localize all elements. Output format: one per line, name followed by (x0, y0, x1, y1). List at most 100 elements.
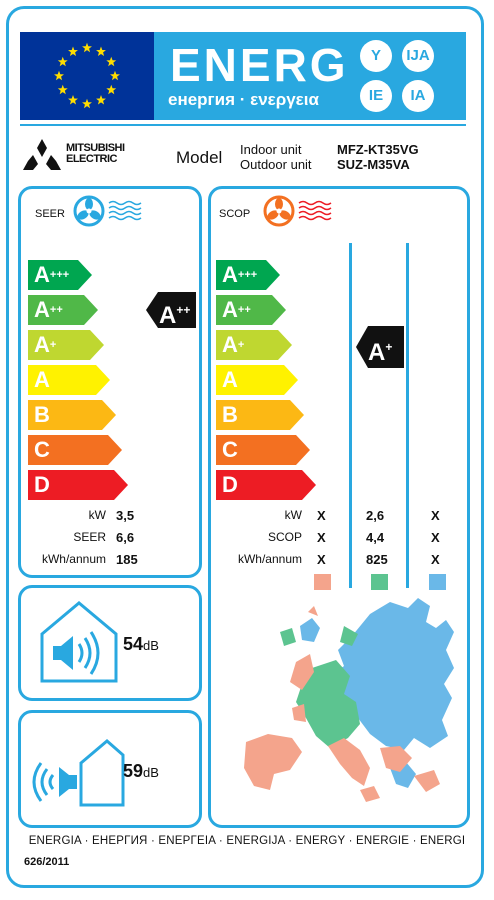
outdoor-unit-value: SUZ-M35VA (337, 157, 410, 172)
seer-class-plus: +++ (49, 269, 70, 281)
scop-kwh-cold: X (317, 552, 326, 567)
heating-panel: SCOP (208, 186, 470, 828)
indoor-noise-panel: 54dB (18, 585, 202, 701)
seer-class-label: A (34, 367, 50, 393)
scop-scop-cold: X (317, 530, 326, 545)
seer-rating-base: A (159, 302, 177, 329)
seer-class-label: A+++ (34, 262, 69, 288)
eu-star (96, 95, 106, 105)
seer-class-label: A+ (34, 332, 56, 358)
eu-star (106, 56, 117, 67)
zone-swatch-cold (314, 574, 331, 590)
scop-class-bar: D (216, 470, 316, 500)
seer-class-letter: B (34, 402, 50, 427)
footer-languages: ENERGIA · ЕНЕРГИЯ · ΕΝΕΡΓΕΙΑ · ENERGIJA … (28, 835, 466, 847)
zone-swatch-warm (429, 574, 446, 590)
eu-star (110, 70, 120, 81)
scop-class-plus: ++ (237, 304, 251, 316)
seer-class-letter: C (34, 437, 50, 462)
lang-ie: IE (360, 80, 392, 112)
scop-class-letter: A (222, 332, 238, 357)
scop-row-kw-label: kW (284, 508, 302, 522)
scop-class-bar: A (216, 365, 298, 395)
seer-class-bar: A++ (28, 295, 98, 325)
scop-class-letter: D (222, 472, 238, 497)
scop-class-label: D (222, 472, 238, 498)
outdoor-noise-unit: dB (143, 765, 159, 780)
scop-class-bar: A+ (216, 330, 292, 360)
indoor-noise-unit: dB (143, 638, 159, 653)
scop-class-letter: A (222, 262, 238, 287)
lang-ia: IA (402, 80, 434, 112)
eu-flag (20, 32, 154, 120)
header-divider (20, 124, 466, 126)
eu-star (57, 84, 68, 95)
lang-ija: IJA (402, 40, 434, 72)
seer-row-kw-label: kW (88, 508, 106, 522)
model-label: Model (176, 148, 223, 167)
indoor-unit-label: Indoor unit (240, 142, 302, 157)
eu-star (96, 46, 106, 56)
seer-class-bar: A+ (28, 330, 104, 360)
outdoor-noise-panel: 59dB (18, 710, 202, 828)
scop-class-letter: C (222, 437, 238, 462)
seer-class-bar: C (28, 435, 122, 465)
scop-class-label: B (222, 402, 238, 428)
scop-scop-average: 4,4 (366, 530, 385, 545)
lang-y: Y (360, 40, 392, 72)
eu-stars-icon (54, 42, 120, 109)
seer-class-plus: ++ (49, 304, 63, 316)
seer-class-letter: A (34, 297, 50, 322)
outdoor-noise-value: 59dB (123, 761, 159, 782)
label-frame (6, 6, 484, 888)
eu-star (82, 42, 92, 53)
scop-rating-base: A (368, 339, 386, 366)
seer-row-kwh-label: kWh/annum (41, 552, 106, 566)
mitsubishi-logo-icon (23, 139, 61, 170)
eu-star (82, 98, 92, 109)
eu-star (68, 46, 78, 56)
outdoor-noise-number: 59 (123, 761, 144, 781)
scop-kwh-average: 825 (366, 552, 388, 567)
seer-row-kw-value: 3,5 (116, 508, 135, 523)
scop-class-bar: B (216, 400, 304, 430)
seer-class-letter: A (34, 367, 50, 392)
cooling-panel: SEER (18, 186, 202, 578)
zone-divider-2 (406, 243, 409, 588)
brand-line2: ELECTRIC (66, 153, 117, 165)
cooling-fan-icon (73, 195, 142, 227)
eu-star (54, 70, 64, 81)
zone-divider-1 (349, 243, 352, 588)
scop-kw-cold: X (317, 508, 326, 523)
brand-name: MITSUBISHI ELECTRIC (66, 143, 125, 165)
scop-scop-warm: X (431, 530, 440, 545)
seer-title: SEER (35, 208, 65, 220)
scop-title: SCOP (219, 208, 251, 220)
zone-swatch-average (371, 574, 388, 590)
scop-class-letter: B (222, 402, 238, 427)
scop-class-letter: A (222, 297, 238, 322)
scop-class-bar: A++ (216, 295, 286, 325)
scop-class-plus: +++ (237, 269, 258, 281)
seer-class-bar: A (28, 365, 110, 395)
scop-class-bar: A+++ (216, 260, 280, 290)
seer-class-label: A++ (34, 297, 63, 323)
regulation-number: 626/2011 (24, 856, 70, 868)
scop-class-letter: A (222, 367, 238, 392)
seer-class-plus: + (49, 339, 57, 351)
scop-class-label: A++ (222, 297, 251, 323)
indoor-noise-number: 54 (123, 634, 144, 654)
heating-fan-icon (263, 195, 332, 227)
scop-class-label: A+++ (222, 262, 257, 288)
europe-climate-map-icon (244, 598, 454, 802)
seer-row-seer-value: 6,6 (116, 530, 135, 545)
scop-row-kwh-label: kWh/annum (237, 552, 302, 566)
eu-star (57, 56, 68, 67)
seer-class-bar: A+++ (28, 260, 92, 290)
scop-row-scop-label: SCOP (267, 530, 302, 544)
brand-line1: MITSUBISHI (66, 142, 125, 154)
outdoor-unit-label: Outdoor unit (240, 157, 312, 172)
seer-class-label: C (34, 437, 50, 463)
scop-class-bar: C (216, 435, 310, 465)
seer-rating-sup: ++ (176, 303, 191, 317)
